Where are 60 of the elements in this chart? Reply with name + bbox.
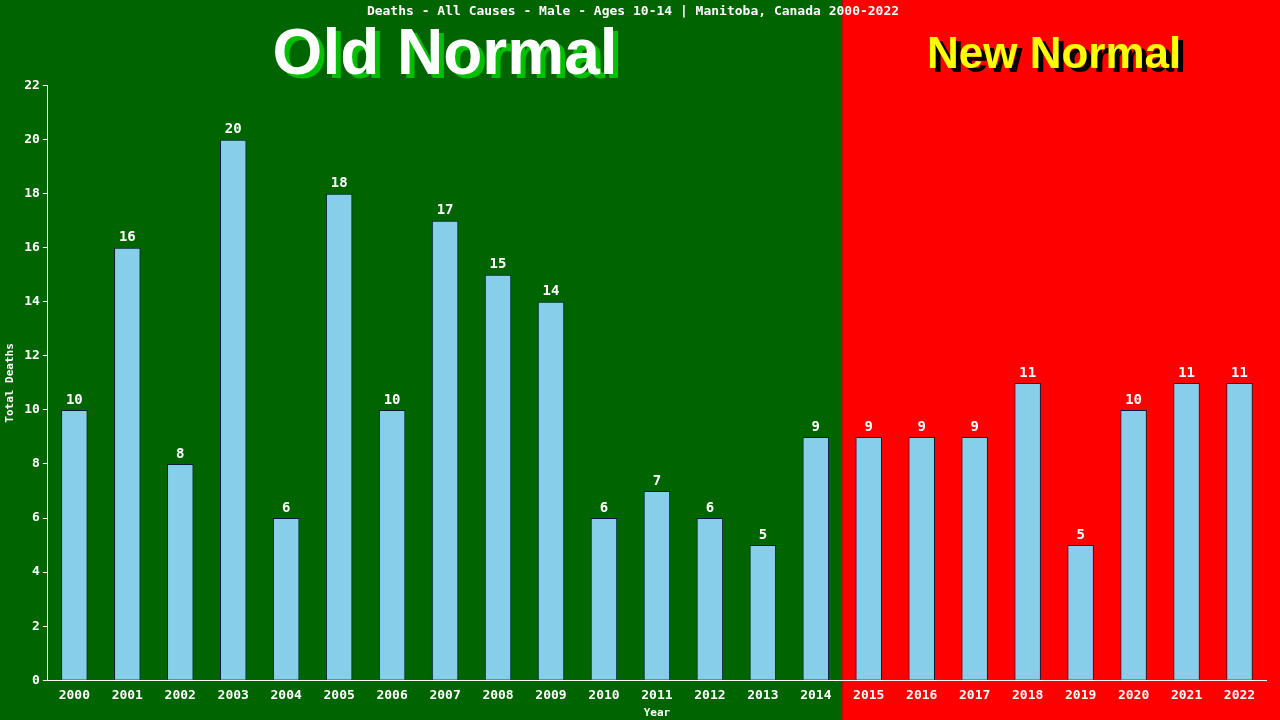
x-tick-label: 2017 xyxy=(959,687,991,703)
data-label: 10 xyxy=(65,390,83,407)
x-tick-label: 2000 xyxy=(58,687,91,703)
y-tick-label: 10 xyxy=(24,401,41,417)
y-tick-label: 2 xyxy=(32,617,40,633)
x-tick-label: 2010 xyxy=(588,687,620,703)
data-label: 7 xyxy=(652,471,662,488)
data-label: 6 xyxy=(705,498,715,515)
data-label: 9 xyxy=(970,417,979,434)
x-tick-label: 2003 xyxy=(217,687,249,703)
x-tick-label: 2014 xyxy=(800,687,832,703)
y-tick-label: 4 xyxy=(32,563,41,579)
x-tick-label: 2019 xyxy=(1064,687,1097,703)
data-label: 20 xyxy=(224,120,242,137)
y-tick-label: 0 xyxy=(32,671,41,687)
data-label: 11 xyxy=(1231,363,1248,380)
data-label: 6 xyxy=(281,498,291,515)
data-label: 18 xyxy=(330,174,348,191)
x-tick-label: 2006 xyxy=(376,687,408,703)
x-tick-label: 2012 xyxy=(694,687,726,703)
x-tick-label: 2007 xyxy=(429,687,461,703)
data-label: 5 xyxy=(758,525,768,542)
y-tick-label: 20 xyxy=(24,131,41,147)
y-tick-label: 16 xyxy=(24,239,41,255)
y-tick-label: 12 xyxy=(24,347,40,363)
x-tick-label: 2022 xyxy=(1223,687,1256,703)
data-label: 8 xyxy=(176,444,185,461)
y-tick-label: 8 xyxy=(32,455,41,471)
y-tick-label: 6 xyxy=(32,509,41,525)
x-tick-label: 2021 xyxy=(1170,687,1203,703)
x-tick-label: 2011 xyxy=(641,687,673,703)
x-tick-label: 2015 xyxy=(853,687,885,703)
data-label: 16 xyxy=(118,228,136,245)
data-label: 10 xyxy=(1125,390,1143,407)
x-tick-label: 2016 xyxy=(906,687,938,703)
x-tick-label: 2001 xyxy=(111,687,144,703)
data-label: 6 xyxy=(599,498,609,515)
y-tick-label: 22 xyxy=(24,76,40,92)
data-label: 5 xyxy=(1076,525,1085,542)
data-label: 9 xyxy=(864,417,873,434)
data-label: 11 xyxy=(1178,363,1195,380)
y-tick-label: 14 xyxy=(24,293,41,309)
data-label: 10 xyxy=(383,390,401,407)
x-tick-label: 2018 xyxy=(1012,687,1044,703)
data-label: 9 xyxy=(917,417,926,434)
x-axis-title: Year xyxy=(643,706,671,720)
x-tick-label: 2002 xyxy=(164,687,196,703)
x-tick-label: 2004 xyxy=(270,687,303,703)
x-tick-label: 2008 xyxy=(482,687,514,703)
data-label: 11 xyxy=(1019,363,1037,380)
data-label: 15 xyxy=(489,255,507,272)
y-tick-label: 18 xyxy=(24,185,41,201)
data-label: 9 xyxy=(811,417,821,434)
x-tick-label: 2020 xyxy=(1117,687,1150,703)
data-label: 14 xyxy=(542,282,560,299)
x-tick-label: 2009 xyxy=(535,687,567,703)
x-tick-label: 2005 xyxy=(323,687,355,703)
y-axis-title: Total Deaths xyxy=(3,343,17,423)
x-tick-label: 2013 xyxy=(747,687,779,703)
data-label: 17 xyxy=(436,201,454,218)
